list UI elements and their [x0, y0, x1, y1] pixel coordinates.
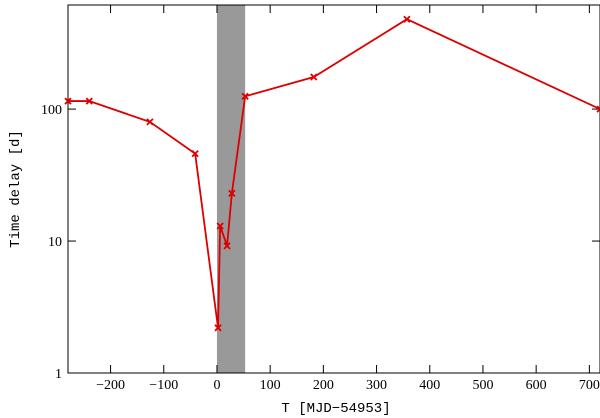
data-marker [228, 189, 236, 197]
x-tick-label: 700 [579, 378, 600, 393]
data-marker [64, 97, 72, 105]
data-marker [216, 222, 224, 230]
y-axis-label: Time delay [d] [8, 130, 24, 248]
shaded-region [216, 5, 246, 373]
data-line [68, 18, 600, 328]
data-marker [241, 92, 249, 100]
x-tick-label: −100 [149, 378, 178, 393]
x-tick-label: −200 [96, 378, 125, 393]
x-tick-label: 300 [366, 378, 387, 393]
y-tick-label: 1 [55, 367, 62, 382]
plot-frame [67, 4, 600, 374]
x-tick-label: 0 [213, 378, 220, 393]
data-marker [146, 118, 154, 126]
data-marker [214, 324, 222, 332]
data-marker [596, 105, 600, 113]
x-tick-label: 400 [419, 378, 440, 393]
data-marker [85, 97, 93, 105]
x-tick-label: 600 [526, 378, 547, 393]
x-tick-label: 100 [260, 378, 281, 393]
x-tick-label: 200 [313, 378, 334, 393]
x-axis-label: T [MJD−54953] [281, 401, 390, 417]
x-tick-label: 500 [472, 378, 493, 393]
y-tick-label: 100 [41, 103, 62, 118]
data-marker [191, 149, 199, 158]
data-marker [223, 242, 231, 250]
data-marker [403, 15, 411, 23]
y-tick-label: 10 [48, 235, 62, 250]
data-marker [310, 73, 318, 81]
